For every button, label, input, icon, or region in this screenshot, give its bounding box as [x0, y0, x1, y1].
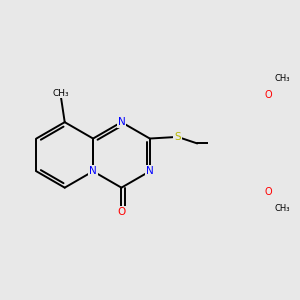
Text: N: N	[118, 117, 125, 127]
Text: CH₃: CH₃	[274, 204, 290, 213]
Text: O: O	[264, 90, 272, 100]
Text: N: N	[89, 166, 97, 176]
Text: S: S	[174, 132, 181, 142]
Text: O: O	[117, 207, 126, 217]
Text: CH₃: CH₃	[274, 74, 290, 83]
Text: O: O	[264, 187, 272, 196]
Text: N: N	[146, 166, 154, 176]
Text: CH₃: CH₃	[53, 89, 69, 98]
